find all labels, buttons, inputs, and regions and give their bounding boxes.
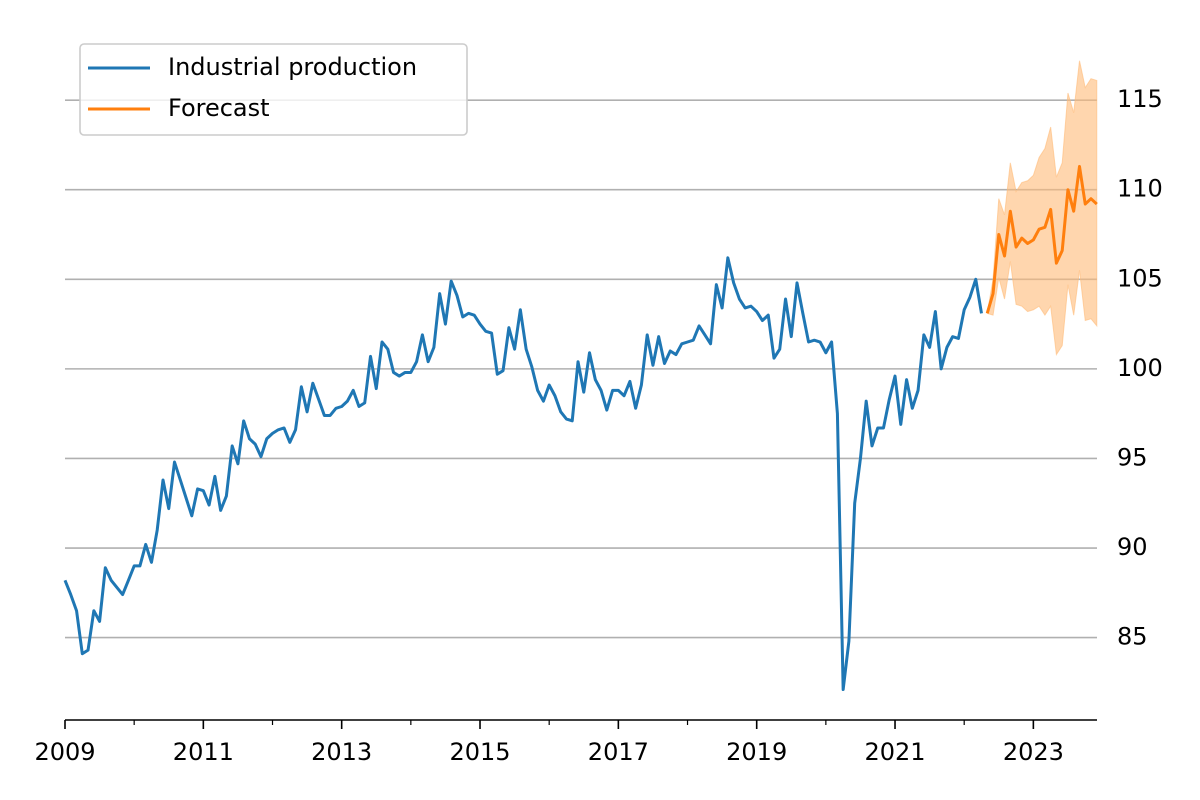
x-tick-label: 2015 [449,738,510,766]
forecast-band [986,60,1098,356]
x-tick-label: 2009 [34,738,95,766]
x-tick-label: 2013 [311,738,372,766]
y-tick-label: 105 [1117,264,1163,292]
legend-label: Industrial production [168,53,417,81]
y-tick-label: 85 [1117,623,1148,651]
y-tick-label: 90 [1117,533,1148,561]
y-tick-label: 115 [1117,85,1163,113]
y-tick-label: 95 [1117,443,1148,471]
legend: Industrial production Forecast [79,43,468,136]
y-tick-label: 110 [1117,175,1163,203]
series-line [985,164,1098,314]
legend-box [79,43,468,136]
x-tick-label: 2019 [726,738,787,766]
series-line [63,256,983,692]
x-tick-label: 2011 [173,738,234,766]
legend-label: Forecast [168,94,270,122]
y-tick-label: 100 [1117,354,1163,382]
x-tick-label: 2021 [864,738,925,766]
x-tick-label: 2017 [588,738,649,766]
x-tick-label: 2023 [1003,738,1064,766]
